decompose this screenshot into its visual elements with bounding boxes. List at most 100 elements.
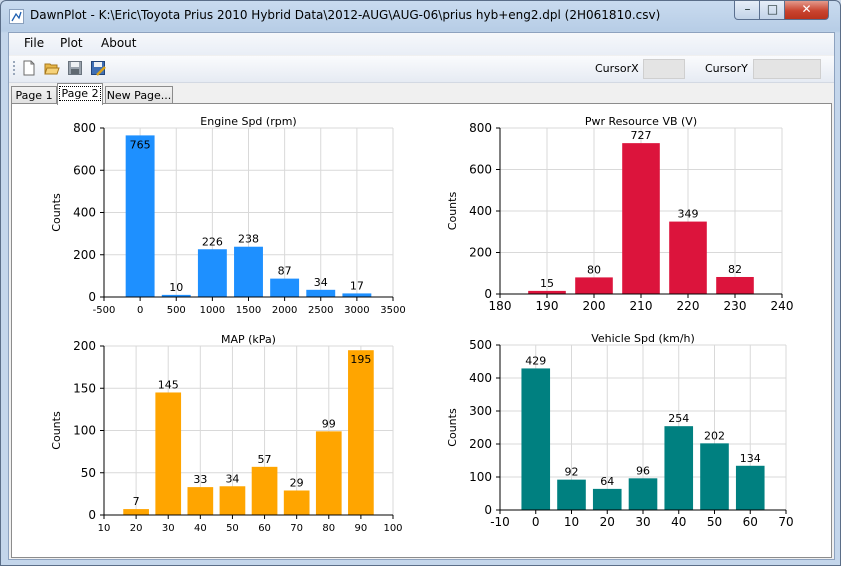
chart-3-x-tick-label: 90 (355, 523, 368, 534)
chart-2-x-tick-label: 240 (771, 299, 794, 313)
chart-1-y-tick-label: 0 (88, 290, 96, 304)
chart-3-y-tick-label: 150 (73, 381, 96, 395)
chart-4-data-label: 202 (704, 429, 725, 442)
chart-4-data-label: 96 (636, 464, 650, 477)
chart-1-data-label: 87 (278, 265, 292, 278)
open-folder-icon[interactable] (44, 60, 60, 76)
toolbar: CursorX CursorY (9, 56, 834, 83)
chart-4-data-label: 429 (525, 354, 546, 367)
chart-1-bar (234, 246, 263, 297)
chart-1-data-label: 10 (169, 281, 183, 294)
chart-3-y-tick-label: 100 (73, 424, 96, 438)
chart-2-y-tick-label: 0 (484, 287, 492, 301)
cursorx-label: CursorX (595, 62, 639, 75)
chart-4-y-tick-label: 0 (484, 503, 492, 517)
chart-3-bar (251, 466, 278, 515)
chart-2-data-label: 727 (631, 129, 652, 142)
maximize-button[interactable]: □ (759, 1, 786, 20)
chart-1-x-tick-label: 3000 (344, 305, 369, 316)
chart-4-bar (735, 465, 765, 510)
tab-page-2-label: Page 2 (59, 86, 101, 101)
chart-3-bar (219, 486, 246, 515)
chart-2-x-tick-label: 210 (630, 299, 653, 313)
chart-4-y-tick-label: 200 (469, 437, 492, 451)
chart-3-x-tick-label: 50 (226, 523, 239, 534)
chart-4-bar (700, 443, 729, 510)
chart-2-x-tick-label: 180 (489, 299, 512, 313)
chart-1-title: Engine Spd (rpm) (200, 115, 296, 128)
chart-2-bar (716, 276, 754, 294)
close-button[interactable]: ✕ (784, 1, 829, 20)
chart-2-data-label: 82 (728, 263, 742, 276)
chart-3-data-label: 33 (193, 473, 207, 486)
chart-1-data-label: 17 (350, 279, 364, 292)
chart-2-y-tick-label: 400 (469, 204, 492, 218)
chart-1-bar (270, 278, 300, 297)
cursorx-field[interactable] (643, 59, 685, 79)
chart-3-y-tick-label: 200 (73, 339, 96, 353)
chart-1-x-tick-label: 1000 (200, 305, 225, 316)
chart-2-x-tick-label: 200 (583, 299, 606, 313)
chart-3-bar (315, 431, 342, 515)
chart-2-x-tick-label: 230 (724, 299, 747, 313)
chart-1-bar (306, 289, 336, 297)
chart-3-bar (348, 350, 374, 515)
chart-1-x-tick-label: 2500 (308, 305, 333, 316)
chart-1-x-tick-label: -500 (93, 305, 116, 316)
chart-4-x-tick-label: 0 (532, 515, 540, 529)
menu-bar: File Plot About (9, 33, 834, 55)
chart-1-y-tick-label: 800 (73, 121, 96, 135)
chart-1-x-tick-label: 500 (167, 305, 186, 316)
chart-4-x-tick-label: 30 (635, 515, 650, 529)
minimize-button[interactable]: – (734, 1, 761, 20)
chart-4-data-label: 64 (600, 475, 614, 488)
new-file-icon[interactable] (21, 60, 37, 76)
chart-4-bar (592, 488, 622, 510)
menu-plot[interactable]: Plot (60, 36, 83, 50)
chart-3-x-tick-label: 80 (322, 523, 335, 534)
chart-2-y-label: Counts (446, 192, 459, 231)
menu-about[interactable]: About (101, 36, 137, 50)
chart-4-data-label: 254 (668, 412, 689, 425)
chart-1-bar (197, 249, 227, 297)
tab-page-1[interactable]: Page 1 (11, 86, 57, 104)
chart-3-data-label: 99 (322, 417, 336, 430)
title-bar[interactable]: DawnPlot - K:\Eric\Toyota Prius 2010 Hyb… (1, 1, 840, 31)
chart-2-y-tick-label: 600 (469, 163, 492, 177)
app-icon (9, 9, 24, 24)
chart-1-data-label: 226 (202, 235, 223, 248)
tab-page-content: 765 10 226 238 87 34 17 -500 0 500 1000 1500 2000 250… (11, 103, 832, 558)
chart-4-y-tick-label: 300 (469, 404, 492, 418)
chart-4-x-tick-label: 10 (564, 515, 579, 529)
chart-3-bar (155, 392, 182, 515)
chart-4-bar (628, 478, 658, 510)
chart-4-x-tick-label: 50 (707, 515, 722, 529)
chart-3-x-tick-label: 20 (130, 523, 143, 534)
chart-4-title: Vehicle Spd (km/h) (591, 332, 695, 345)
save-disk-icon[interactable] (67, 60, 83, 76)
chart-3-data-label: 29 (290, 476, 304, 489)
chart-4-x-tick-label: 20 (600, 515, 615, 529)
chart-4-y-tick-label: 100 (469, 470, 492, 484)
chart-2-x-tick-label: 190 (536, 299, 559, 313)
chart-3-y-label: Counts (50, 411, 63, 450)
chart-4-x-tick-label: 70 (778, 515, 793, 529)
tab-new-page[interactable]: New Page... (105, 86, 173, 104)
chart-3-x-tick-label: 100 (383, 523, 402, 534)
chart-1-data-label: 765 (130, 138, 151, 151)
menu-file[interactable]: File (24, 36, 45, 50)
chart-3-bar (123, 509, 149, 515)
toolbar-grip[interactable] (13, 61, 15, 77)
chart-2-bar (669, 221, 707, 294)
cursory-field[interactable] (753, 59, 821, 79)
chart-3-data-label: 57 (258, 453, 272, 466)
chart-1-y-tick-label: 200 (73, 248, 96, 262)
client-area: File Plot About CursorX CursorY Pag (8, 32, 835, 560)
chart-3-y-tick-label: 50 (81, 466, 96, 480)
chart-1-bar (161, 294, 191, 297)
save-as-icon[interactable] (90, 60, 106, 76)
cursory-label: CursorY (705, 62, 748, 75)
chart-4-x-tick-label: 60 (743, 515, 758, 529)
tab-page-2[interactable]: Page 2 (57, 83, 103, 105)
